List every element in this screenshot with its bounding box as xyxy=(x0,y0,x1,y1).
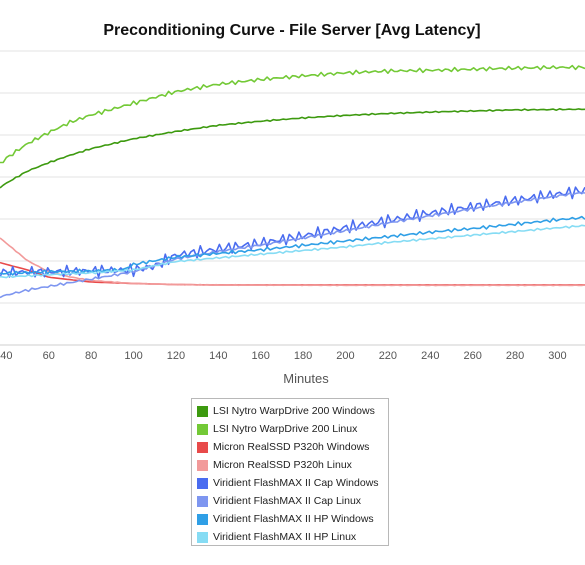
x-tick-label: 100 xyxy=(124,350,142,362)
legend-swatch xyxy=(197,531,208,543)
legend-swatch xyxy=(197,423,208,435)
series-layer xyxy=(0,64,585,299)
x-tick-label: 120 xyxy=(167,350,185,362)
x-tick-label: 80 xyxy=(85,350,97,362)
legend-swatch xyxy=(197,477,208,489)
x-axis-ticks: 40 60 80 100 120 140 160 180 200 220 240 260 280 300 xyxy=(0,350,566,362)
legend-swatch xyxy=(197,513,208,525)
legend-label: LSI Nytro WarpDrive 200 Windows xyxy=(213,405,375,417)
legend-swatch xyxy=(197,459,208,471)
legend-swatch xyxy=(197,405,208,417)
legend-label: Viridient FlashMAX II Cap Linux xyxy=(213,495,362,507)
legend-swatch xyxy=(197,441,208,453)
x-tick-label: 240 xyxy=(421,350,439,362)
legend-item: Viridient FlashMAX II Cap Windows xyxy=(197,474,388,492)
x-tick-label: 300 xyxy=(548,350,566,362)
x-axis-label: Minutes xyxy=(283,371,329,386)
grid xyxy=(0,50,585,346)
series-line xyxy=(0,108,585,189)
x-tick-label: 260 xyxy=(463,350,481,362)
legend-item: Viridient FlashMAX II HP Windows xyxy=(197,510,388,528)
legend-label: Viridient FlashMAX II HP Linux xyxy=(213,531,357,543)
legend-label: Micron RealSSD P320h Windows xyxy=(213,441,370,453)
legend-item: Micron RealSSD P320h Linux xyxy=(197,456,388,474)
legend-item: LSI Nytro WarpDrive 200 Linux xyxy=(197,420,388,438)
x-tick-label: 60 xyxy=(43,350,55,362)
legend-item: Viridient FlashMAX II HP Linux xyxy=(197,528,388,546)
chart-title: Preconditioning Curve - File Server [Avg… xyxy=(103,22,480,39)
legend-label: Viridient FlashMAX II Cap Windows xyxy=(213,477,379,489)
series-line xyxy=(0,64,585,164)
x-tick-label: 180 xyxy=(294,350,312,362)
legend-item: Micron RealSSD P320h Windows xyxy=(197,438,388,456)
legend: LSI Nytro WarpDrive 200 Windows LSI Nytro… xyxy=(191,398,389,546)
x-tick-label: 280 xyxy=(506,350,524,362)
series-line xyxy=(0,186,585,278)
x-tick-label: 40 xyxy=(0,350,12,362)
legend-label: Micron RealSSD P320h Linux xyxy=(213,459,352,471)
legend-item: LSI Nytro WarpDrive 200 Windows xyxy=(197,402,388,420)
series-line xyxy=(0,237,585,287)
series-line xyxy=(0,224,585,279)
legend-label: Viridient FlashMAX II HP Windows xyxy=(213,513,374,525)
series-line xyxy=(0,191,585,299)
legend-item: Viridient FlashMAX II Cap Linux xyxy=(197,492,388,510)
x-tick-label: 160 xyxy=(252,350,270,362)
series-line xyxy=(0,215,585,276)
x-tick-label: 140 xyxy=(209,350,227,362)
x-tick-label: 220 xyxy=(379,350,397,362)
legend-label: LSI Nytro WarpDrive 200 Linux xyxy=(213,423,358,435)
legend-swatch xyxy=(197,495,208,507)
x-tick-label: 200 xyxy=(336,350,354,362)
